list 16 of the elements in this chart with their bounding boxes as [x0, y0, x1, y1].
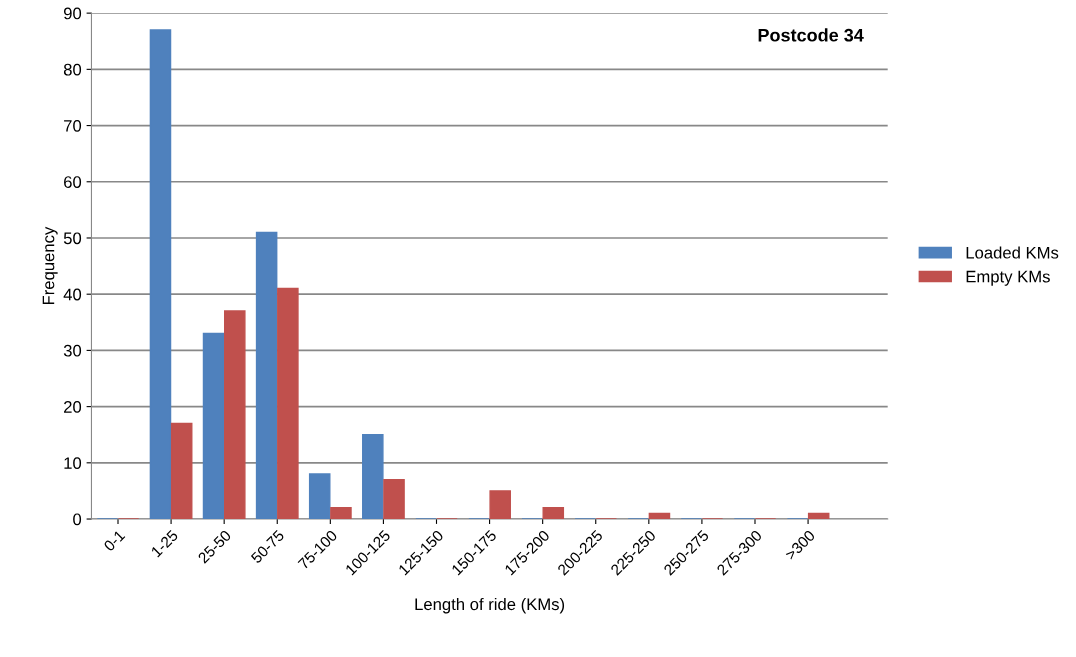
y-tick-label: 90: [63, 7, 82, 20]
legend-label: Empty KMs: [966, 270, 1050, 286]
y-tick-label: 70: [64, 119, 82, 132]
y-tick-label: 80: [63, 63, 82, 76]
y-tick-label: 60: [64, 176, 82, 188]
y-tick-label: 10: [64, 457, 82, 470]
y-tick-label: 30: [63, 344, 82, 357]
y-tick-label: 0: [73, 513, 82, 526]
y-axis-title: Frequency: [42, 226, 58, 305]
y-tick-label: 40: [63, 288, 82, 301]
y-tick-label: 50: [63, 232, 82, 245]
x-tick-label: 0-1: [103, 529, 126, 552]
legend-label: Loaded KMs: [966, 246, 1059, 259]
y-tick-label: 20: [64, 401, 82, 413]
x-axis-title: Length of ride (KMs): [415, 597, 565, 614]
text: Postcode 34: [758, 28, 864, 42]
